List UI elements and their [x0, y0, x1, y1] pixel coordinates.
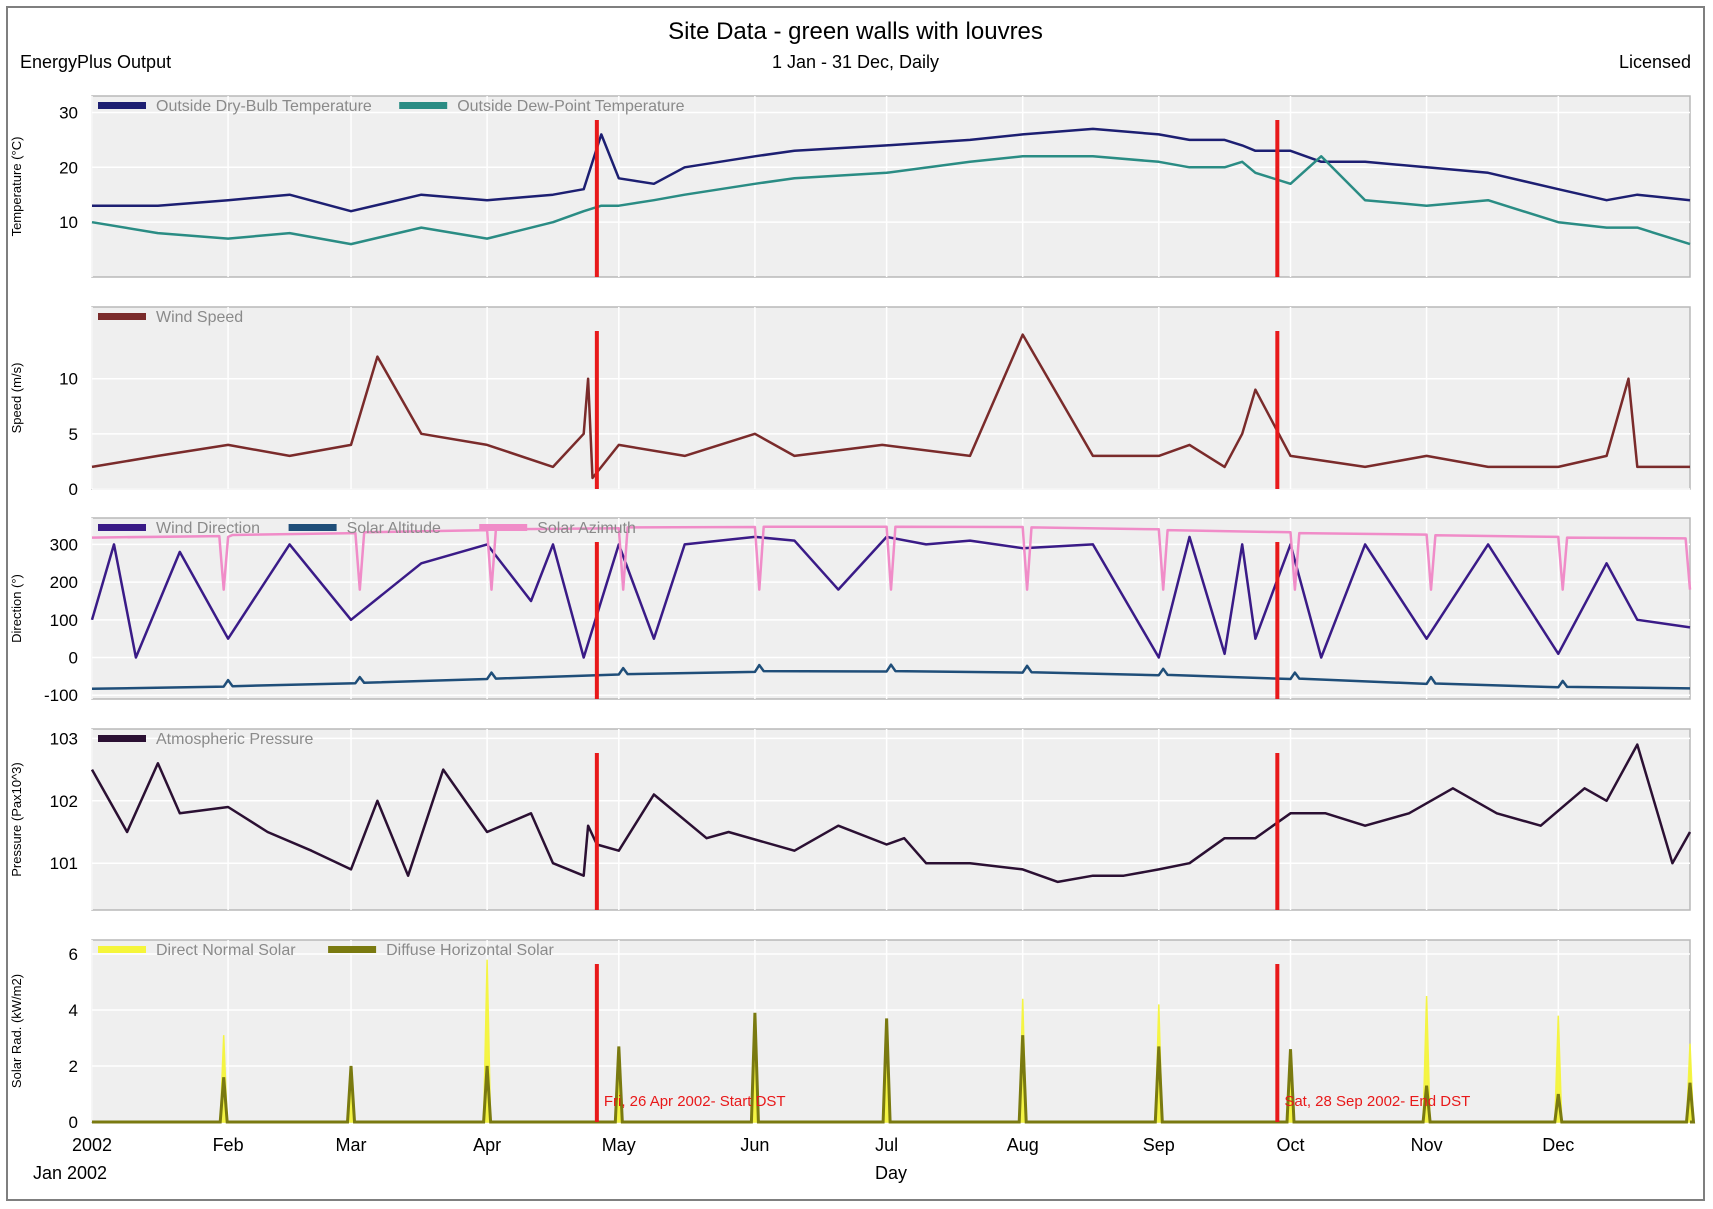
panel-5: 0 2 4 6 Solar Rad. (kW/m2) Direct Normal Sola…: [9, 939, 1696, 1132]
x-axis: 2002 Feb Mar Apr May Jun Jul Aug Sep Oct Nov Dec Day…: [33, 1135, 1574, 1183]
plot-area: [91, 95, 1691, 278]
y-tick-label: 20: [59, 158, 78, 177]
y-tick-label: 103: [50, 729, 78, 748]
legend-swatch: [98, 735, 146, 742]
x-tick-label: Feb: [213, 1135, 244, 1155]
y-tick-label: 0: [69, 480, 78, 499]
x-axis-sub-label: Jan 2002: [33, 1163, 107, 1183]
y-axis-label: Speed (m/s): [9, 363, 24, 434]
legend-entry: Solar Azimuth: [537, 520, 636, 537]
x-tick-label: Jul: [875, 1135, 898, 1155]
y-tick-label: -100: [44, 686, 78, 705]
legend-entry: Solar Altitude: [347, 520, 441, 537]
x-axis-label: Day: [875, 1163, 907, 1183]
legend-swatch: [98, 524, 146, 531]
series-line: [92, 127, 1691, 213]
chart-title: Site Data - green walls with louvres: [668, 18, 1043, 45]
legend-swatch: [328, 946, 377, 953]
chart-subtitle: 1 Jan - 31 Dec, Daily: [771, 52, 940, 72]
legend-entry: Diffuse Horizontal Solar: [386, 942, 554, 959]
x-tick-label: Dec: [1542, 1135, 1574, 1155]
y-axis-label: Solar Rad. (kW/m2): [9, 974, 24, 1088]
dst-marker-label: Sat, 28 Sep 2002- End DST: [1284, 1093, 1470, 1110]
y-tick-label: 5: [69, 425, 78, 444]
legend-entry: Wind Direction: [156, 520, 260, 537]
y-tick-label: 200: [50, 573, 78, 592]
y-tick-label: 102: [50, 792, 78, 811]
series-line: [91, 333, 1690, 480]
series-line: [91, 663, 1691, 691]
output-label: EnergyPlus Output: [20, 52, 172, 72]
y-tick-label: 30: [59, 103, 78, 122]
y-tick-label: 2: [69, 1057, 78, 1076]
y-tick-label: 6: [69, 945, 78, 964]
x-tick-label: Aug: [1007, 1135, 1039, 1155]
plot-area: [91, 306, 1691, 490]
y-axis-label: Direction (°): [9, 574, 24, 643]
x-tick-label: Mar: [336, 1135, 367, 1155]
legend-entry: Wind Speed: [156, 309, 243, 326]
panel-1: 10 20 30 Temperature (°C) Outside Dry-Bulb T…: [9, 95, 1691, 278]
x-tick-label: 2002: [72, 1135, 112, 1155]
legend-swatch: [399, 102, 448, 109]
legend-entry: Direct Normal Solar: [156, 942, 296, 959]
x-tick-label: May: [602, 1135, 636, 1155]
legend-swatch: [98, 313, 146, 320]
y-tick-label: 101: [50, 854, 78, 873]
x-tick-label: Apr: [473, 1135, 501, 1155]
series-line: [91, 525, 1692, 591]
x-tick-label: Sep: [1143, 1135, 1175, 1155]
legend-entry: Outside Dew-Point Temperature: [457, 98, 684, 115]
license-label: Licensed: [1618, 52, 1691, 72]
panel-3: -100 0 100 200 300 Direction (°) Wind Directio…: [9, 517, 1692, 705]
x-tick-label: Oct: [1276, 1135, 1304, 1155]
dst-marker-label: Fri, 26 Apr 2002- Start DST: [604, 1093, 786, 1110]
series-diffuse-horizontal-solar: [92, 1012, 1696, 1124]
panel-2: 0 5 10 Speed (m/s) Wind Speed: [9, 306, 1691, 499]
legend-swatch: [479, 524, 528, 531]
y-tick-label: 10: [59, 213, 78, 232]
x-tick-label: Nov: [1411, 1135, 1443, 1155]
series-line: [91, 155, 1691, 246]
y-tick-label: 0: [69, 1113, 78, 1132]
plot-area: [91, 517, 1691, 700]
series-line: [90, 743, 1692, 884]
y-tick-label: 300: [50, 535, 78, 554]
legend-entry: Outside Dry-Bulb Temperature: [156, 98, 372, 115]
y-axis-label: Pressure (Pax10^3): [9, 762, 24, 876]
legend-swatch: [98, 102, 146, 109]
panel-4: 101 102 103 Pressure (Pax10^3) Atmospheric P…: [9, 728, 1692, 911]
y-tick-label: 10: [59, 370, 78, 389]
legend-entry: Atmospheric Pressure: [156, 731, 313, 748]
plot-area: [91, 728, 1691, 911]
y-axis-label: Temperature (°C): [9, 137, 24, 237]
legend-swatch: [288, 524, 337, 531]
x-tick-label: Jun: [740, 1135, 769, 1155]
legend-swatch: [98, 946, 146, 953]
y-tick-label: 100: [50, 611, 78, 630]
y-tick-label: 4: [69, 1001, 78, 1020]
y-tick-label: 0: [69, 649, 78, 668]
